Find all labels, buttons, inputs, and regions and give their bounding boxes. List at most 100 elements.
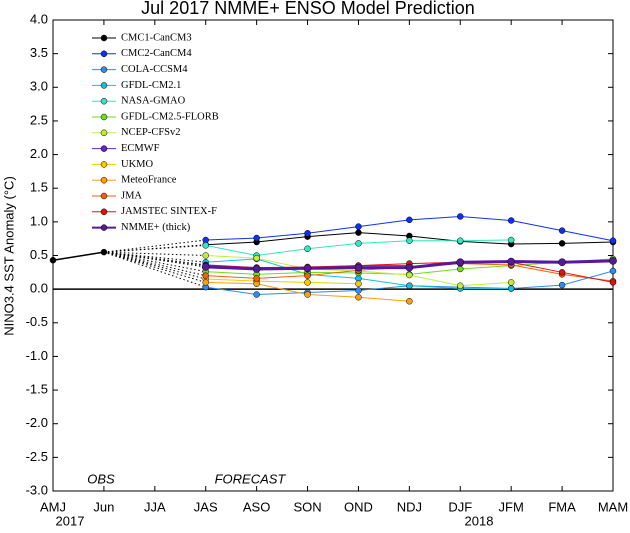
- data-point: [406, 237, 413, 244]
- y-tick-label: -1.5: [26, 382, 48, 397]
- forecast-link: [103, 251, 206, 288]
- data-point: [406, 282, 413, 290]
- x-tick-label: JAS: [194, 499, 218, 514]
- data-point: [252, 265, 261, 273]
- data-point: [253, 254, 260, 262]
- data-point: [405, 263, 414, 272]
- y-tick-label: 0.5: [30, 247, 48, 262]
- annotation: OBS: [87, 471, 115, 486]
- data-point: [457, 213, 464, 220]
- y-tick-label: -1.0: [26, 348, 48, 363]
- series-line: [205, 278, 359, 285]
- data-point: [406, 216, 413, 224]
- data-point: [253, 234, 260, 242]
- y-tick-label: 1.5: [30, 180, 48, 195]
- x-tick-label: JJA: [144, 499, 166, 514]
- data-point: [609, 267, 617, 275]
- legend-label: GFDL-CM2.1: [121, 80, 181, 91]
- data-point: [609, 279, 617, 286]
- data-point: [354, 263, 363, 272]
- forecast-link: [103, 244, 206, 253]
- legend-marker: [100, 208, 108, 216]
- data-point: [304, 272, 311, 279]
- data-point: [558, 240, 566, 247]
- x-tick-label: ASO: [243, 499, 270, 514]
- data-point: [304, 291, 311, 298]
- data-point: [303, 264, 312, 273]
- y-tick-label: -0.5: [26, 314, 48, 329]
- y-tick-label: 3.0: [30, 79, 48, 94]
- x-tick-label: SON: [293, 499, 321, 514]
- data-point: [558, 258, 566, 267]
- series-line: [52, 251, 105, 261]
- data-point: [100, 248, 108, 256]
- x-tick-label: MAM: [598, 499, 628, 514]
- forecast-link: [103, 251, 206, 280]
- y-tick-label: 2.0: [30, 146, 48, 161]
- legend-label: UKMO: [121, 159, 154, 170]
- legend-marker: [100, 34, 108, 42]
- data-point: [406, 298, 413, 305]
- data-point: [558, 281, 566, 289]
- forecast-link: [103, 244, 206, 253]
- data-point: [253, 291, 260, 298]
- legend-marker: [100, 82, 108, 89]
- legend-label: JMA: [121, 190, 142, 201]
- data-point: [507, 217, 515, 224]
- data-point: [355, 229, 362, 236]
- legend-label: JAMSTEC SINTEX-F: [121, 206, 217, 217]
- data-point: [304, 245, 311, 253]
- data-point: [355, 223, 362, 230]
- y-tick-label: -3.0: [26, 482, 48, 497]
- data-point: [253, 275, 260, 282]
- data-point: [202, 236, 209, 244]
- year-label: 2018: [465, 513, 494, 528]
- year-label: 2017: [56, 513, 85, 528]
- y-tick-label: 3.5: [30, 45, 48, 60]
- legend-label: NASA-GMAO: [121, 96, 186, 107]
- forecast-link: [103, 239, 206, 253]
- x-tick-label: JFM: [499, 499, 524, 514]
- legend-label: CMC2-CanCM4: [121, 48, 192, 59]
- x-tick-label: FMA: [548, 499, 576, 514]
- y-tick-label: 4.0: [30, 11, 48, 26]
- y-tick-label: 2.5: [30, 112, 48, 127]
- y-tick-label: 0.0: [30, 281, 48, 296]
- data-point: [457, 282, 464, 290]
- data-point: [355, 275, 362, 282]
- x-tick-label: NDJ: [397, 499, 422, 514]
- legend-marker: [100, 224, 108, 231]
- data-point: [202, 279, 209, 286]
- legend-label: MeteoFrance: [121, 175, 177, 186]
- data-point: [201, 263, 210, 271]
- data-point: [355, 240, 362, 247]
- forecast-link: [103, 251, 206, 283]
- data-point: [558, 227, 566, 234]
- legend-marker: [100, 66, 108, 73]
- data-point: [457, 265, 464, 273]
- legend-marker: [100, 176, 108, 184]
- data-point: [253, 280, 260, 288]
- y-tick-label: 1.0: [30, 213, 48, 228]
- x-tick-label: DJF: [448, 499, 472, 514]
- legend-marker: [100, 97, 108, 105]
- x-tick-label: AMJ: [40, 499, 66, 514]
- data-point: [49, 256, 57, 264]
- annotation: FORECAST: [215, 471, 287, 486]
- legend-marker: [100, 50, 108, 58]
- y-tick-label: -2.0: [26, 415, 48, 430]
- data-point: [507, 285, 515, 292]
- y-axis-label: NINO3.4 SST Anomaly (°C): [1, 176, 16, 336]
- legend-label: COLA-CCSM4: [121, 64, 188, 75]
- forecast-link: [103, 251, 206, 268]
- x-tick-label: Jun: [93, 499, 114, 514]
- data-point: [609, 257, 617, 265]
- data-point: [202, 252, 209, 259]
- data-point: [507, 236, 515, 244]
- forecast-link: [103, 251, 206, 256]
- data-point: [406, 271, 413, 279]
- data-point: [456, 258, 465, 267]
- legend-marker: [100, 192, 108, 200]
- legend-label: CMC1-CanCM3: [121, 32, 192, 43]
